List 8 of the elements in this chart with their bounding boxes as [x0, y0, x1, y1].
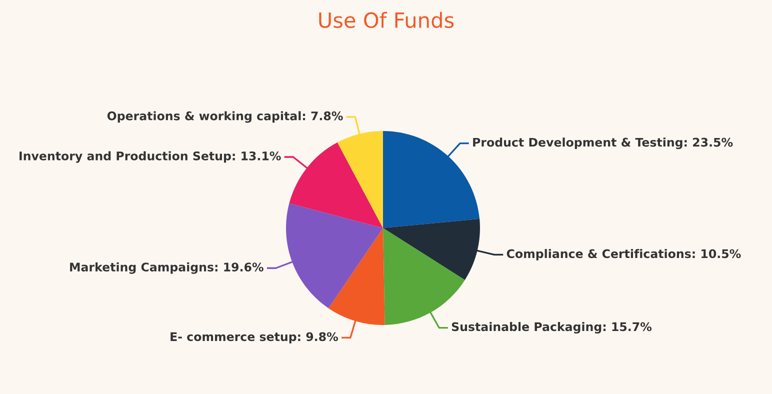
slice-label: Marketing Campaigns: 19.6% [70, 262, 264, 274]
slice-label: Sustainable Packaging: 15.7% [452, 322, 652, 334]
slice-label: Product Development & Testing: 23.5% [473, 138, 733, 150]
slice-label: E- commerce setup: 9.8% [170, 332, 338, 344]
slice-label: Operations & working capital: 7.8% [107, 111, 343, 123]
slice-label: Compliance & Certifications: 10.5% [506, 249, 741, 260]
slice-label: Inventory and Production Setup: 13.1% [20, 151, 281, 163]
chart-title: Use Of Funds [319, 12, 454, 28]
